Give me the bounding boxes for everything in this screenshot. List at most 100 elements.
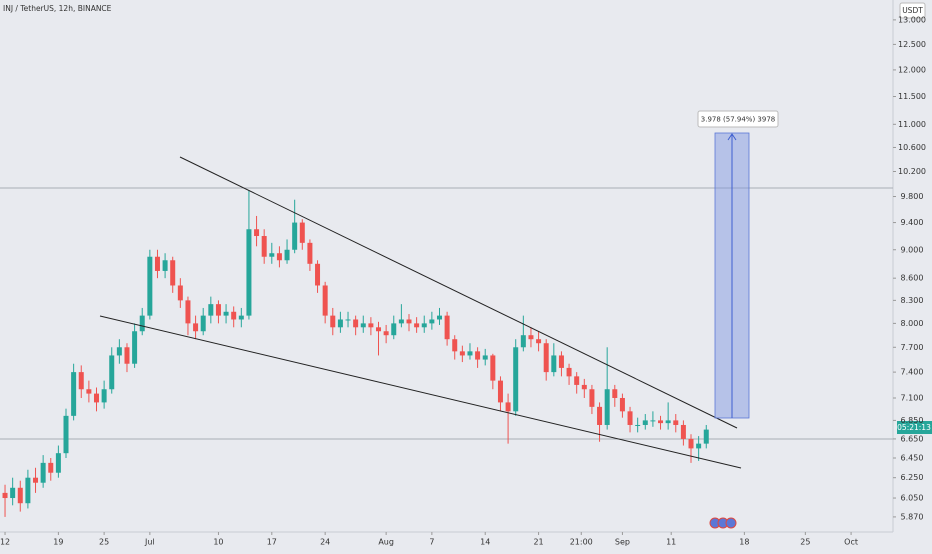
candle-body [696, 443, 702, 449]
candle-body [368, 323, 374, 328]
countdown: 05:21:13 [897, 423, 931, 432]
y-tick-label: 9.000 [901, 245, 924, 254]
candle-body [223, 311, 229, 316]
candle-body [132, 331, 138, 364]
candle-body [574, 376, 580, 385]
y-tick-label: 11.500 [898, 92, 926, 101]
candle-body [200, 315, 206, 332]
candle-body [162, 260, 168, 271]
candle-body [63, 415, 69, 454]
event-icon[interactable] [725, 517, 737, 529]
y-tick-label: 9.800 [901, 192, 924, 201]
candle-body [315, 263, 321, 286]
x-tick-label: 12 [0, 538, 10, 547]
candle-body [322, 285, 328, 316]
trend-line [179, 156, 738, 429]
x-tick-label: Aug [378, 538, 394, 547]
x-tick-label: Jul [144, 538, 155, 547]
y-tick-label: 8.300 [901, 296, 924, 305]
candle-body [444, 315, 450, 340]
measure-label-box [697, 110, 779, 128]
candle-body [543, 343, 549, 373]
candle-body [376, 327, 382, 332]
y-tick-label: 6.450 [901, 454, 924, 463]
candle-body [124, 347, 130, 364]
candle-body [414, 323, 420, 328]
candle-body [86, 389, 92, 394]
y-tick-label: 5.870 [901, 512, 924, 521]
candle-body [581, 384, 587, 390]
candle-body [284, 249, 290, 261]
x-tick-label: Sep [615, 538, 630, 547]
x-tick-label: 11 [666, 538, 676, 547]
measure-label: 3.978 (57.94%) 3978 [701, 116, 775, 124]
candle-body [467, 351, 473, 356]
candle-body [55, 453, 61, 473]
candle-body [475, 351, 481, 360]
x-tick-label: 7 [429, 538, 434, 547]
candle-body [71, 372, 77, 416]
candle-body [254, 229, 260, 237]
candle-body [177, 285, 183, 301]
events-icon[interactable] [709, 517, 737, 529]
measure-arrowhead [727, 133, 737, 141]
x-tick-label: 25 [99, 538, 109, 547]
candle-body [604, 389, 610, 425]
candle-body [459, 351, 465, 356]
candle-body [10, 487, 16, 499]
candle-body [612, 389, 618, 398]
countdown-badge [897, 421, 932, 434]
candle-body [269, 253, 275, 257]
candle-body [627, 411, 633, 425]
candle-body [597, 406, 603, 425]
x-tick-label: 21:00 [570, 538, 593, 547]
x-tick-label: 21 [533, 538, 543, 547]
candle-body [642, 420, 648, 425]
y-tick-label: 10.200 [898, 167, 926, 176]
candle-body [635, 424, 641, 426]
y-tick-label: 6.050 [901, 494, 924, 503]
candle-body [490, 355, 496, 381]
x-tick-label: 17 [267, 538, 277, 547]
y-tick-label: 10.600 [898, 143, 926, 152]
candle-body [619, 397, 625, 412]
candle-body [703, 429, 709, 444]
candle-body [528, 335, 534, 340]
y-tick-label: 13.000 [898, 15, 926, 24]
y-tick-label: 9.400 [901, 218, 924, 227]
candle-body [421, 323, 427, 328]
candle-body [383, 331, 389, 336]
currency-box[interactable] [899, 2, 926, 19]
y-tick-label: 7.100 [901, 393, 924, 402]
candle-body [497, 380, 503, 403]
x-tick-label: 10 [213, 538, 223, 547]
candle-body [665, 420, 671, 424]
y-tick-label: 8.000 [901, 319, 924, 328]
candle-body [116, 347, 122, 356]
candle-body [406, 319, 412, 324]
candle-body [215, 304, 221, 316]
candle-body [551, 355, 557, 373]
trend-line [99, 315, 742, 469]
candle-body [2, 492, 8, 499]
candle-body [246, 229, 252, 316]
candle-body [208, 304, 214, 316]
candle-body [345, 319, 351, 321]
candle-body [680, 424, 686, 439]
candle-body [513, 347, 519, 412]
candle-body [101, 389, 107, 403]
x-tick-label: 19 [53, 538, 63, 547]
candle-body [688, 438, 694, 449]
candle-body [231, 311, 237, 320]
candle-body [566, 367, 572, 377]
y-tick-label: 6.250 [901, 473, 924, 482]
candle-body [17, 487, 23, 504]
candle-body [482, 355, 488, 360]
candle-body [238, 315, 244, 320]
candle-body [337, 319, 343, 328]
candle-body [93, 393, 99, 403]
candle-body [109, 355, 115, 390]
candle-body [147, 256, 153, 316]
